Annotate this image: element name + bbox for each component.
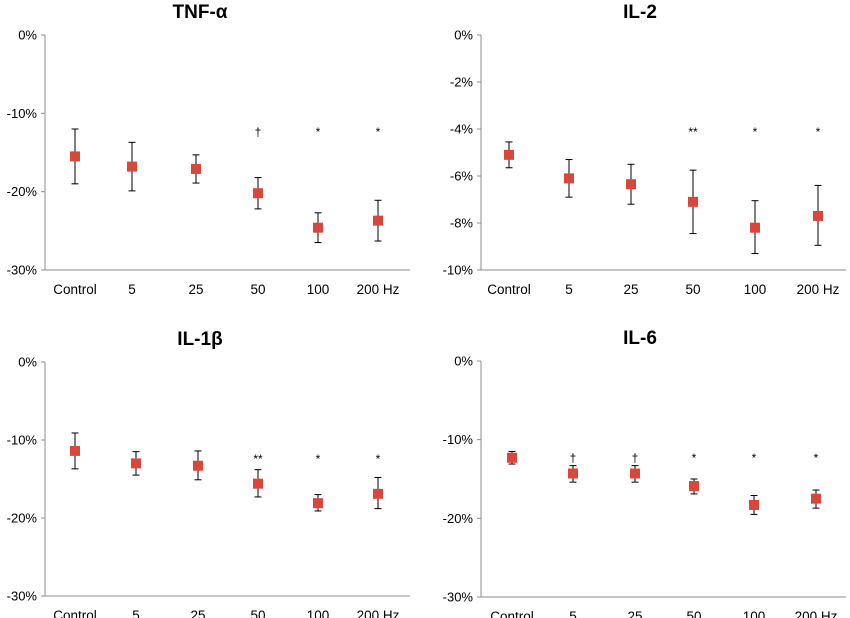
- significance-label: *: [816, 125, 821, 139]
- data-point: [131, 458, 141, 469]
- significance-label: *: [814, 451, 819, 465]
- significance-label: *: [692, 451, 697, 465]
- y-tick-label: -4%: [450, 122, 474, 137]
- x-tick-label: Control: [487, 282, 531, 297]
- significance-label: **: [253, 452, 263, 466]
- data-point: [70, 445, 80, 456]
- y-tick-label: -20%: [7, 184, 38, 199]
- x-tick-label: 25: [190, 608, 205, 618]
- data-point: [568, 468, 578, 479]
- data-point: [253, 478, 263, 489]
- data-point: [630, 468, 640, 479]
- x-tick-label: 50: [686, 609, 701, 618]
- data-point: [507, 452, 517, 463]
- panel-title: IL-6: [623, 328, 657, 349]
- x-tick-label: 100: [307, 608, 330, 618]
- x-tick-label: 200 Hz: [795, 609, 838, 618]
- panel-title: TNF-α: [173, 2, 228, 23]
- x-tick-label: 25: [623, 282, 638, 297]
- significance-label: *: [376, 452, 381, 466]
- panel-3: IL-1β 0% -10% -20% -30% Control 5 25 50 100 200 Hz…: [7, 329, 410, 618]
- data-point: [813, 210, 823, 221]
- x-tick-label: 200 Hz: [357, 608, 400, 618]
- panel-1: TNF-α 0% -10% -20% -30% Control 5 25 50 100 200 Hz…: [7, 2, 410, 297]
- significance-label: **: [688, 125, 698, 139]
- panel-title: IL-2: [623, 2, 657, 23]
- x-tick-label: 200 Hz: [797, 282, 840, 297]
- x-tick-label: 50: [250, 608, 265, 618]
- data-point: [313, 498, 323, 509]
- data-point: [564, 173, 574, 184]
- x-tick-label: 100: [743, 609, 766, 618]
- significance-label: *: [752, 451, 757, 465]
- y-tick-label: 0%: [18, 28, 37, 43]
- y-tick-label: -6%: [450, 169, 474, 184]
- significance-label: †: [570, 451, 577, 465]
- x-tick-label: 50: [250, 282, 265, 297]
- x-tick-label: 25: [188, 282, 203, 297]
- panel-2: IL-2 0% -2% -4% -6% -8% -10% Control 5 25 50 100 200…: [443, 2, 846, 297]
- significance-label: *: [316, 452, 321, 466]
- y-tick-label: -8%: [450, 216, 474, 231]
- x-tick-label: Control: [53, 282, 97, 297]
- x-tick-label: Control: [53, 608, 97, 618]
- data-point: [193, 460, 203, 471]
- x-tick-label: 200 Hz: [357, 282, 400, 297]
- data-point: [688, 196, 698, 207]
- data-point: [373, 215, 383, 226]
- data-point: [191, 163, 201, 174]
- y-tick-label: -2%: [450, 75, 474, 90]
- data-point: [811, 493, 821, 504]
- x-tick-label: 5: [128, 282, 136, 297]
- x-tick-label: 25: [627, 609, 642, 618]
- y-tick-label: 0%: [454, 28, 473, 43]
- y-tick-label: -30%: [7, 263, 38, 278]
- significance-label: *: [753, 125, 758, 139]
- x-tick-label: 5: [132, 608, 140, 618]
- panel-4: IL-6 0% -10% -20% -30% Control 5 25 50 100 200 Hz †…: [443, 328, 846, 618]
- data-point: [373, 488, 383, 499]
- significance-label: *: [316, 125, 321, 139]
- data-point: [253, 188, 263, 199]
- significance-label: †: [632, 451, 639, 465]
- significance-label: †: [255, 125, 262, 139]
- y-tick-label: -10%: [7, 106, 38, 121]
- x-tick-label: 100: [307, 282, 330, 297]
- data-point: [127, 161, 137, 172]
- data-point: [689, 481, 699, 492]
- x-tick-label: 5: [569, 609, 577, 618]
- data-point: [313, 222, 323, 233]
- x-tick-label: 50: [685, 282, 700, 297]
- data-point: [70, 151, 80, 162]
- x-tick-label: 100: [744, 282, 767, 297]
- y-tick-label: -20%: [443, 511, 474, 526]
- y-tick-label: -30%: [7, 589, 38, 604]
- y-tick-label: 0%: [18, 355, 37, 370]
- x-tick-label: Control: [490, 609, 534, 618]
- significance-label: *: [376, 125, 381, 139]
- y-tick-label: -10%: [443, 432, 474, 447]
- data-point: [749, 499, 759, 510]
- data-point: [504, 149, 514, 160]
- y-tick-label: -10%: [7, 433, 38, 448]
- y-tick-label: -30%: [443, 590, 474, 605]
- y-tick-label: 0%: [454, 354, 473, 369]
- y-tick-label: -10%: [443, 263, 474, 278]
- y-tick-label: -20%: [7, 511, 38, 526]
- panel-title: IL-1β: [177, 329, 222, 350]
- data-point: [626, 179, 636, 190]
- data-point: [750, 222, 760, 233]
- x-tick-label: 5: [565, 282, 573, 297]
